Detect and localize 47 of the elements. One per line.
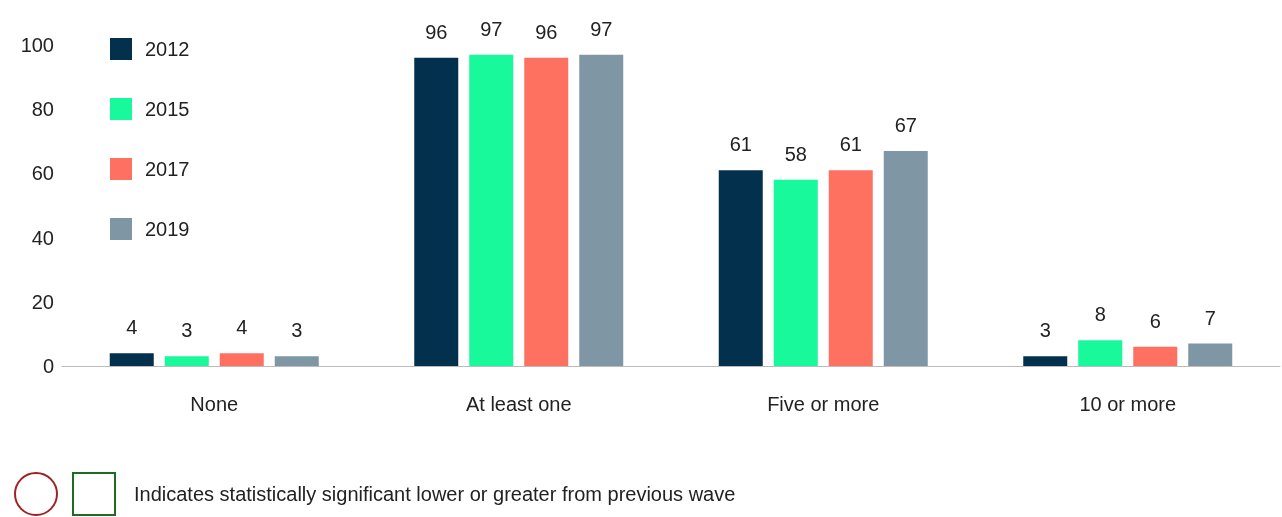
bar [883,150,928,366]
y-tick-label: 80 [31,98,54,121]
y-tick-label: 40 [31,226,54,249]
bar [164,356,209,366]
bar [274,356,319,366]
text: Indicates statistically significant lower or greater from previous wave [134,482,736,506]
data-label: 3 [291,319,303,342]
bar [718,170,763,366]
data-label: 4 [126,316,138,339]
bar [773,179,818,366]
legend-label: 2019 [145,218,190,240]
bar [109,353,154,366]
bar [579,54,624,366]
data-label: 3 [1039,319,1051,342]
data-label: 96 [425,20,448,43]
data-label: 61 [729,133,752,156]
bar [414,57,459,366]
bar [828,170,873,366]
data-label: 58 [784,142,807,165]
y-tick-label: 60 [31,162,54,185]
legend-label: 2015 [145,98,190,120]
data-label: 67 [894,113,917,136]
bar [1023,356,1068,366]
legend-label: 2012 [145,38,190,60]
x-tick-label: None [190,393,239,415]
x-tick-label: At least one [465,393,572,415]
data-label: 4 [236,316,248,339]
data-label: 8 [1094,303,1106,326]
data-label: 6 [1149,309,1161,332]
bar [1133,346,1178,366]
legend-label: 2017 [145,158,190,180]
bar [1078,340,1123,366]
x-tick-label: Five or more [767,393,880,415]
data-label: 3 [181,319,193,342]
data-label: 96 [535,20,558,43]
y-tick-label: 0 [42,355,54,377]
data-label: 7 [1204,306,1216,329]
data-label: 97 [590,17,613,40]
y-tick-label: 100 [20,34,54,56]
bar [524,57,569,366]
y-tick-label: 20 [31,290,54,313]
x-tick-label: 10 or more [1079,393,1177,415]
data-label: 97 [480,17,503,40]
bar [219,353,264,366]
bar [1188,343,1233,366]
bar [469,54,514,366]
data-label: 61 [839,133,862,156]
